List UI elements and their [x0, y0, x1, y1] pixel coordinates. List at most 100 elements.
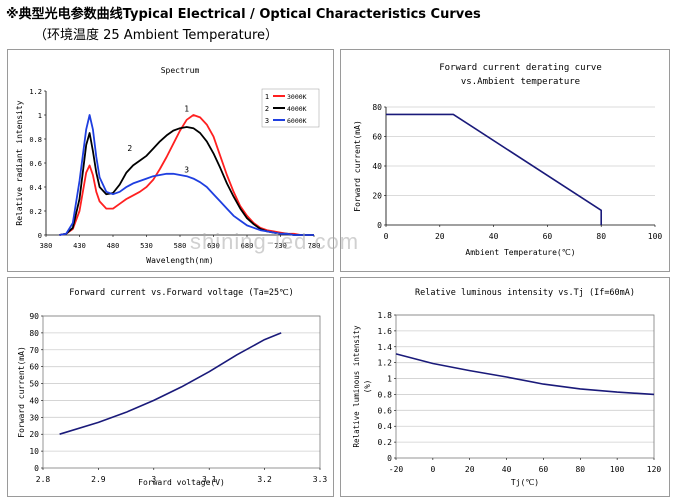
y-tick-label: 50 [29, 380, 39, 389]
chart-title: Forward current vs.Forward voltage (Ta=2… [69, 288, 293, 298]
series-curve-label: 2 [127, 144, 132, 153]
x-tick-label: 430 [73, 242, 86, 250]
chart-title-line-2: vs.Ambient temperature [461, 77, 580, 87]
y-tick-label: 0.6 [378, 406, 393, 415]
derating-chart-panel: Forward current derating curve vs.Ambient… [340, 49, 670, 272]
y-axis-label: Forward current(mA) [17, 346, 26, 438]
x-tick-label: 580 [174, 242, 187, 250]
y-tick-label: 1 [38, 112, 42, 120]
chart-title: Relative luminous intensity vs.Tj (If=60… [415, 288, 635, 298]
y-tick-label: 10 [29, 447, 39, 456]
plot-frame [42, 315, 321, 469]
y-tick-label: 20 [29, 430, 39, 439]
x-tick-label: 20 [435, 232, 445, 241]
plot-frame [395, 314, 655, 459]
iv-chart-panel: Forward current vs.Forward voltage (Ta=2… [7, 277, 334, 497]
x-tick-label: 60 [539, 465, 549, 474]
x-tick-label: 20 [465, 465, 475, 474]
series-curve-label: 1 [184, 104, 189, 113]
y-tick-label: 0.2 [378, 438, 393, 447]
y-axis-label: Forward current(mA) [353, 120, 362, 212]
series-line-4000K [59, 126, 314, 236]
x-tick-label: 3.2 [257, 475, 272, 484]
y-tick-label: 1.8 [378, 311, 393, 320]
y-tick-label: 0.4 [29, 184, 42, 192]
legend-box [261, 88, 320, 128]
y-tick-label: 0.2 [29, 208, 42, 216]
x-tick-label: 2.9 [91, 475, 106, 484]
series-line-luminous [395, 353, 655, 396]
y-tick-label: 20 [372, 192, 382, 201]
luminous-chart: Relative luminous intensity vs.Tj (If=60… [352, 288, 662, 487]
x-tick-label: 780 [308, 242, 321, 250]
x-tick-label: 730 [274, 242, 287, 250]
y-tick-label: 1.4 [378, 343, 393, 352]
series-curve-label: 3 [184, 166, 189, 175]
x-tick-label: 40 [502, 465, 512, 474]
luminous-chart-panel: Relative luminous intensity vs.Tj (If=60… [340, 277, 670, 497]
x-axis-label: Forward voltage(V) [138, 478, 225, 487]
y-axis-label-line-2: (%) [363, 380, 372, 394]
y-tick-label: 70 [29, 346, 39, 355]
legend-index: 3 [265, 117, 269, 125]
x-tick-label: 40 [489, 232, 499, 241]
y-tick-label: 0.8 [378, 390, 393, 399]
x-tick-label: 3.3 [313, 475, 328, 484]
y-tick-label: 1.2 [29, 88, 42, 96]
series-line-derating [386, 113, 603, 225]
spectrum-chart-panel: Spectrum 0 0.2 0.4 0.6 0.8 1 1.2 380 430 480 530 580… [7, 49, 334, 272]
x-tick-label: 680 [241, 242, 254, 250]
page-subheading: （环境温度 25 Ambient Temperature） [34, 28, 279, 43]
legend-label: 3000K [287, 93, 307, 101]
y-tick-label: 0 [34, 464, 39, 473]
x-tick-label: 3 [151, 475, 156, 484]
y-tick-label: 0 [387, 454, 392, 463]
x-tick-label: 380 [40, 242, 53, 250]
x-tick-label: 80 [596, 232, 606, 241]
y-tick-label: 1 [387, 375, 392, 384]
y-axis-label-line-1: Relative luminous intensity [352, 325, 361, 447]
y-tick-label: 0.6 [29, 160, 42, 168]
iv-chart: Forward current vs.Forward voltage (Ta=2… [17, 288, 328, 487]
series-line-6000K [59, 114, 314, 236]
series-line-iv [59, 332, 282, 435]
legend-index: 2 [265, 105, 269, 113]
x-tick-label: 630 [207, 242, 220, 250]
x-tick-label: 100 [610, 465, 625, 474]
y-tick-label: 0 [38, 232, 42, 240]
x-tick-label: 0 [384, 232, 389, 241]
legend-index: 1 [265, 93, 269, 101]
x-tick-label: 80 [575, 465, 585, 474]
y-tick-label: 80 [29, 329, 39, 338]
x-axis-label: Wavelength(nm) [146, 256, 213, 265]
y-tick-label: 40 [372, 162, 382, 171]
y-tick-label: 80 [372, 103, 382, 112]
spectrum-chart: Spectrum 0 0.2 0.4 0.6 0.8 1 1.2 380 430 480 530 580… [15, 66, 321, 265]
y-tick-label: 0.4 [378, 422, 393, 431]
x-axis-label: Ambient Temperature(℃) [465, 248, 575, 257]
x-tick-label: 100 [648, 232, 663, 241]
y-tick-label: 90 [29, 312, 39, 321]
page-heading: ※典型光电参数曲线Typical Electrical / Optical Ch… [6, 7, 481, 22]
x-tick-label: 0 [430, 465, 435, 474]
legend-label: 6000K [287, 117, 307, 125]
y-tick-label: 30 [29, 413, 39, 422]
derating-chart: Forward current derating curve vs.Ambient… [353, 63, 663, 257]
y-axis-label: Relative radiant intensity [15, 100, 24, 225]
y-tick-label: 40 [29, 396, 39, 405]
y-tick-label: 0.8 [29, 136, 42, 144]
x-tick-label: 120 [647, 465, 662, 474]
x-tick-label: 530 [140, 242, 153, 250]
y-tick-label: 1.2 [378, 359, 393, 368]
x-tick-label: 60 [543, 232, 553, 241]
x-tick-label: 480 [107, 242, 120, 250]
x-tick-label: 3.1 [202, 475, 217, 484]
y-tick-label: 60 [372, 133, 382, 142]
y-tick-label: 60 [29, 363, 39, 372]
legend-label: 4000K [287, 105, 307, 113]
x-tick-label: -20 [389, 465, 404, 474]
x-axis-label: Tj(℃) [511, 478, 539, 487]
chart-title-line-1: Forward current derating curve [439, 63, 602, 73]
chart-title: Spectrum [161, 66, 200, 75]
y-tick-label: 1.6 [378, 327, 393, 336]
